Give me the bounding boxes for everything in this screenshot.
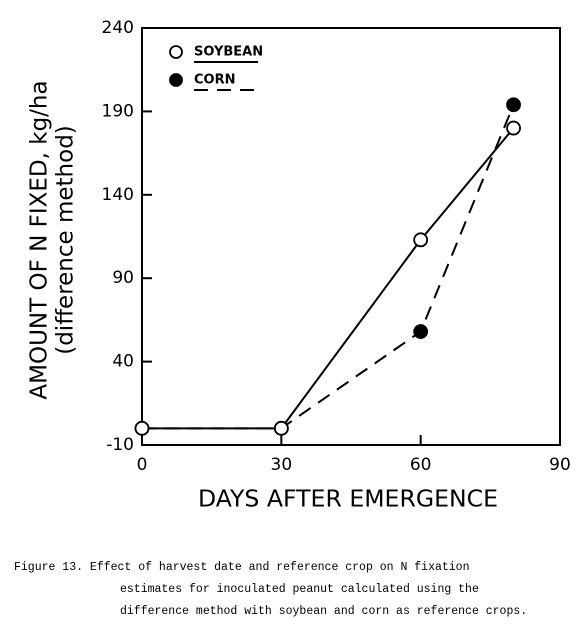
legend-label: SOYBEAN [194, 45, 263, 60]
legend-label: CORN [194, 73, 235, 88]
y-axis-label: (difference method) [53, 125, 79, 355]
series-line [142, 104, 515, 430]
caption-line: Figure 13. Effect of harvest date and re… [14, 561, 469, 574]
y-tick-label: 190 [102, 101, 134, 121]
legend-marker [169, 45, 183, 59]
caption-line: estimates for inoculated peanut calculat… [120, 583, 479, 596]
y-tick-label: 90 [112, 268, 134, 288]
x-tick-label: 30 [271, 455, 293, 475]
x-tick-label: 0 [137, 455, 148, 475]
legend-marker [169, 73, 183, 87]
marker [273, 420, 289, 436]
y-tick-label: 240 [102, 18, 134, 38]
series-line [142, 127, 515, 430]
x-tick-label: 60 [410, 455, 432, 475]
marker [413, 324, 429, 339]
marker [413, 232, 429, 248]
x-tick-label: 90 [549, 455, 571, 475]
y-tick-label: 140 [102, 185, 134, 205]
plot-frame [141, 27, 561, 446]
y-tick-label: -10 [106, 435, 134, 455]
marker [506, 97, 521, 113]
marker [506, 120, 521, 136]
marker [134, 420, 150, 436]
x-axis-label: DAYS AFTER EMERGENCE [198, 487, 498, 513]
caption-line: difference method with soybean and corn … [120, 605, 527, 618]
y-axis-label: AMOUNT OF N FIXED, kg/ha [27, 80, 53, 399]
y-tick-label: 40 [112, 352, 134, 372]
